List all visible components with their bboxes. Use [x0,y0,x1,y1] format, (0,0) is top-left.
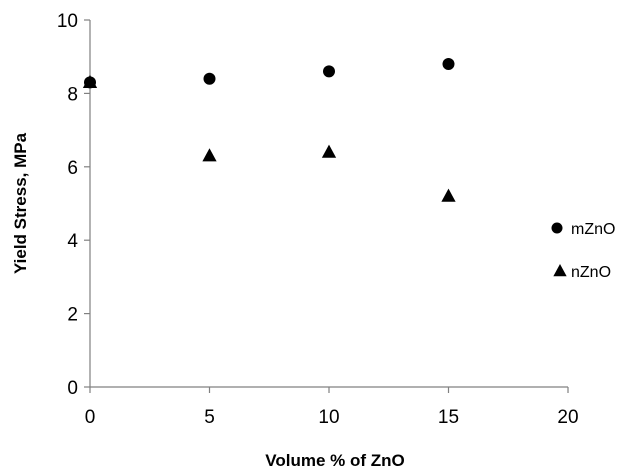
x-tick-label: 0 [85,407,96,428]
y-tick-label: 8 [67,84,78,105]
legend: mZnO nZnO [551,221,615,281]
legend-marker-mzno [551,222,563,234]
y-tick-label: 10 [57,11,78,32]
x-tick-label: 15 [438,407,459,428]
data-point-nzno [321,144,337,158]
data-point-mzno [442,58,455,71]
data-point-nzno [202,148,217,162]
x-axis-title: Volume % of ZnO [265,451,404,470]
data-point-nzno [82,74,98,89]
y-tick-label: 4 [67,231,78,252]
data-points [82,58,456,202]
x-tick-label: 5 [204,407,215,428]
data-point-mzno [323,65,335,78]
data-point-nzno [441,188,456,202]
y-tick-label: 6 [67,158,78,179]
x-tick-label: 10 [318,407,339,428]
y-tick-label: 2 [67,305,78,326]
data-point-mzno [203,72,216,85]
legend-marker-nzno [553,264,567,277]
y-tick-label: 0 [67,378,78,399]
x-tick-label: 20 [557,407,578,428]
y-axis-title: Yield Stress, MPa [11,132,30,274]
legend-label-mzno: mZnO [571,221,615,238]
x-axis-ticks: 0 5 10 15 20 [85,387,579,428]
y-axis-ticks: 0 2 4 6 8 10 [57,11,90,399]
legend-label-nzno: nZnO [571,264,611,281]
